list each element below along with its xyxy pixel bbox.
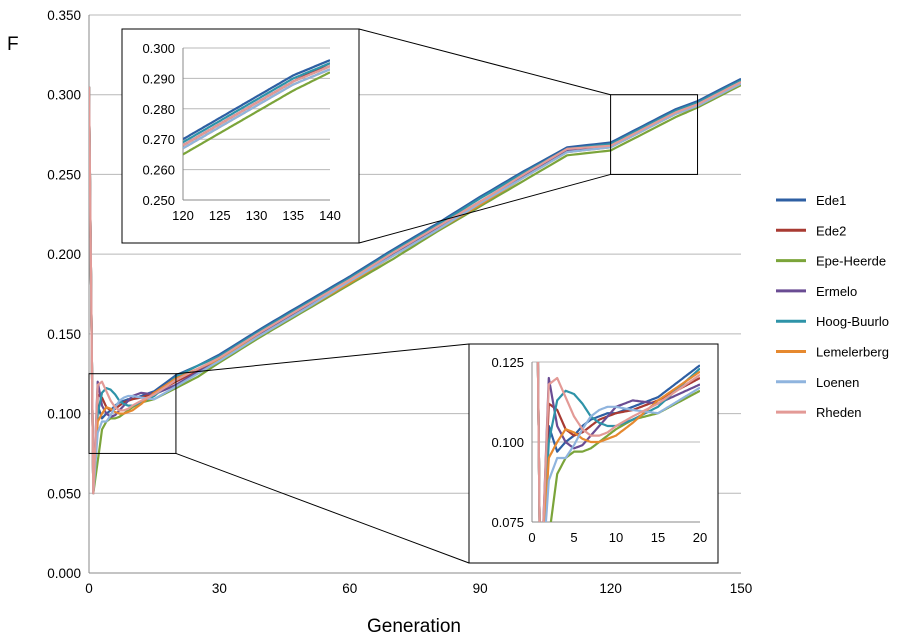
inset-bottom-series-line-lemelerberg [536,362,700,522]
inset-bottom-plot: 0.075 0.100 0.125 0 5 10 15 20 [468,343,719,564]
zoom-box-late [610,94,699,175]
inset-top-series-line-epe-heerde [183,71,330,156]
main-y-tick-label: 0.100 [47,407,81,422]
zoom-box-early [88,373,177,454]
connector-line [175,343,470,375]
legend-label-epe-heerde: Epe-Heerde [816,254,886,269]
zoom-connectors [88,28,699,564]
inset-bottom-series-group [536,362,700,522]
inset-top-plot: 0.250 0.260 0.270 0.280 0.290 0.300 120 125 130 1… [121,28,360,244]
main-y-tick-label: 0.200 [47,247,81,262]
main-x-tick-label: 150 [730,581,753,596]
x-axis-title: Generation [367,616,461,637]
legend-label-hoog-buurlo: Hoog-Buurlo [816,314,889,329]
inset-top-x-tick-label: 135 [282,208,304,223]
inset-top-series-line-rheden [183,65,330,147]
main-y-tick-label: 0.350 [47,8,81,23]
inset-top-y-tick-label: 0.270 [142,132,175,147]
main-series-line-loenen [89,82,741,495]
main-x-tick-label: 30 [212,581,227,596]
inset-top-series-group [183,59,330,156]
inset-top-y-tick-label: 0.300 [142,41,175,56]
inset-top-y-tick-label: 0.260 [142,163,175,178]
legend-label-rheden: Rheden [816,405,862,420]
main-series-line-rheden [89,81,741,495]
inset-bottom-y-tick-label: 0.100 [491,435,524,450]
main-series-group [89,77,741,495]
inset-bottom-series-line-rheden [536,362,700,522]
inset-bottom-series-line-loenen [536,362,700,522]
main-x-tick-label: 60 [342,581,357,596]
legend-label-ede1: Ede1 [816,193,846,208]
main-x-tick-label: 90 [473,581,488,596]
legend-label-loenen: Loenen [816,375,859,390]
inset-top-x-tick-label: 130 [246,208,268,223]
inset-top-x-tick-label: 140 [319,208,341,223]
inset-bottom-frame [468,343,719,564]
main-y-tick-label: 0.300 [47,88,81,103]
connector-line [358,173,611,244]
inset-top-y-tick-label: 0.280 [142,102,175,117]
legend-label-ede2: Ede2 [816,223,846,238]
main-y-tick-label: 0.150 [47,327,81,342]
inset-top-series-line-hoog-buurlo [183,62,330,144]
inset-top-y-tick-label: 0.290 [142,71,175,86]
inset-bottom-x-tick-label: 10 [609,530,623,545]
inset-top-frame [121,28,360,244]
legend-label-ermelo: Ermelo [816,284,857,299]
inset-bottom-x-tick-label: 20 [693,530,707,545]
main-x-tick-label: 0 [85,581,93,596]
main-y-tick-label: 0.250 [47,167,81,182]
y-axis-title: F [7,34,19,55]
main-y-tick-label: 0.050 [47,486,81,501]
inset-bottom-y-tick-label: 0.125 [491,355,524,370]
connector-line [358,28,611,96]
inset-bottom-x-tick-label: 15 [651,530,665,545]
connector-line [175,452,470,564]
inset-top-y-tick-label: 0.250 [142,193,175,208]
inset-bottom-x-tick-label: 5 [570,530,577,545]
inset-top-x-tick-label: 125 [209,208,231,223]
inset-bottom-x-tick-label: 0 [528,530,535,545]
inset-top-series-line-loenen [183,68,330,150]
inset-top-series-line-ede1 [183,59,330,141]
legend-label-lemelerberg: Lemelerberg [816,345,889,360]
main-x-tick-label: 120 [599,581,622,596]
main-y-tick-label: 0.000 [47,566,81,581]
legend: Ede1 Ede2 Epe-Heerde Ermelo Hoog-Buurlo Lemel… [776,193,889,420]
inset-top-x-tick-label: 120 [172,208,194,223]
inset-bottom-y-tick-label: 0.075 [491,515,524,530]
main-series-line-ede1 [89,77,741,495]
